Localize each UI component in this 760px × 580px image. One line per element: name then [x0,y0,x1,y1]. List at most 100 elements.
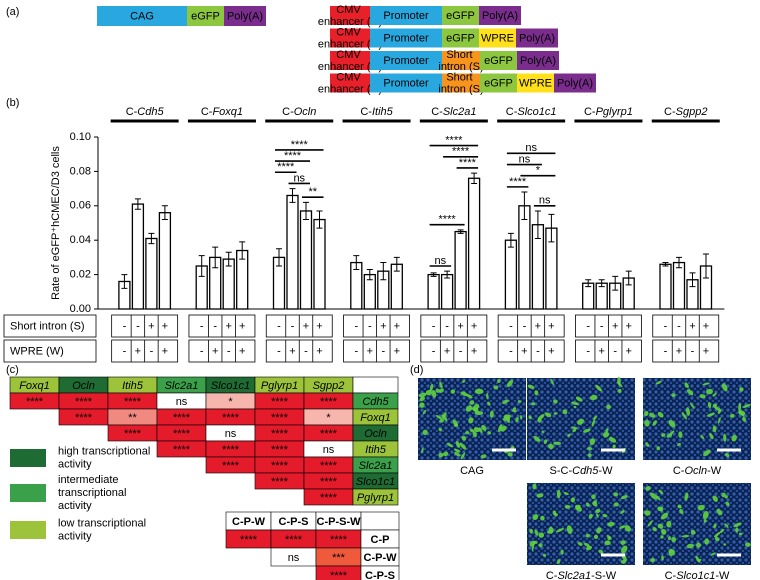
gfp-cell [593,415,597,420]
gfp-cell [473,427,480,433]
gfp-cell [583,542,590,547]
gfp-cell [431,390,437,398]
gfp-cell [480,454,487,459]
panel-label: (a) [6,6,19,18]
image-label: C-Ocln-W [673,465,722,477]
matrix-cell-label: **** [320,460,338,472]
matrix-cell-label: **** [124,396,142,408]
construct-part-label: eGFP [191,10,220,22]
gfp-cell [650,557,656,563]
error-bar [676,256,682,269]
gfp-cell [587,446,593,451]
comparison-cell-label: **** [330,570,348,580]
condition-mark: + [303,320,309,332]
matrix-cell-label: **** [222,412,240,424]
bar [286,194,299,310]
gfp-cell [661,528,667,535]
micrograph [527,483,635,565]
gfp-cell [678,431,683,439]
matrix-cell-label: **** [173,444,191,456]
construct-part [330,28,370,48]
construct-part-label: Promoter [383,32,429,44]
condition-mark: - [123,320,127,332]
gfp-cell [606,404,611,410]
gfp-cell [564,505,571,509]
gfp-cell [435,388,440,393]
gfp-cell [537,414,545,421]
construct-part-label: WPRE [481,32,514,44]
gfp-cell [530,402,536,406]
gfp-cell [649,412,656,418]
bar [158,212,172,310]
gfp-cell [666,520,672,528]
gfp-cell [703,449,711,457]
construct-part-label: CMV enhancer (C) [318,26,382,50]
gfp-cell [572,428,577,433]
condition-mark: + [457,320,463,332]
gfp-cell [738,402,742,412]
gfp-cell [617,376,621,386]
significance-label: **** [439,214,457,226]
gfp-cell [450,389,456,394]
gfp-cell [468,417,474,424]
matrix-row-label: Slco1c1 [356,476,395,488]
error-bar [393,256,400,272]
condition-mark: - [200,345,204,357]
condition-label-box [3,314,97,338]
gfp-cell [742,403,751,408]
gfp-cell [668,548,674,554]
construct-part [442,51,480,70]
gfp-cell [721,492,726,498]
condition-mark: - [277,345,281,357]
gfp-cell [671,393,676,398]
condition-mark: - [354,345,358,357]
bar [518,205,531,310]
error-bar [612,275,619,291]
gfp-cell [712,392,717,397]
matrix-cell-label: **** [222,460,240,472]
matrix-cell-label: **** [271,428,289,440]
gfp-cell [668,419,676,428]
gfp-cell [527,384,535,389]
gfp-cell [698,558,702,562]
gfp-cell [455,440,461,448]
gfp-cell [596,527,602,534]
condition-label-box [3,339,97,363]
gfp-cell [446,442,453,448]
condition-mark: + [212,345,218,357]
bar [659,263,672,310]
gfp-cell [560,549,564,555]
gfp-cell [705,388,714,395]
gfp-cell [439,418,444,423]
construct-part [330,51,370,70]
condition-mark: - [277,320,281,332]
gfp-cell [462,380,466,383]
construct-part [442,73,480,93]
condition-mark: - [459,345,463,357]
construct-part [479,28,516,48]
gfp-cell [506,379,514,388]
gfp-cell [460,452,466,460]
bar [467,177,481,310]
construct-part-label: CMV enhancer (C) [318,4,382,28]
error-bar [444,270,451,279]
matrix-cell-label: **** [75,396,93,408]
matrix-row-label: Slc2a1 [359,460,393,472]
significance-label: ns [525,142,537,154]
condition-mark: - [445,320,449,332]
matrix-cell-label: **** [320,396,338,408]
gfp-cell [621,545,628,554]
category-label: C-Foxq1 [201,106,243,118]
condition-mark: + [548,320,554,332]
legend-label: high transcriptional activity [58,445,153,470]
condition-mark: + [316,320,322,332]
gfp-cell [588,513,593,519]
error-bar [239,241,246,260]
category-label: C-Cdh5 [126,106,165,118]
y-tick-label: 0.04 [70,234,91,246]
error-bar [366,268,373,281]
condition-mark: + [394,320,400,332]
error-bar [662,262,669,267]
gfp-cell [699,394,706,399]
